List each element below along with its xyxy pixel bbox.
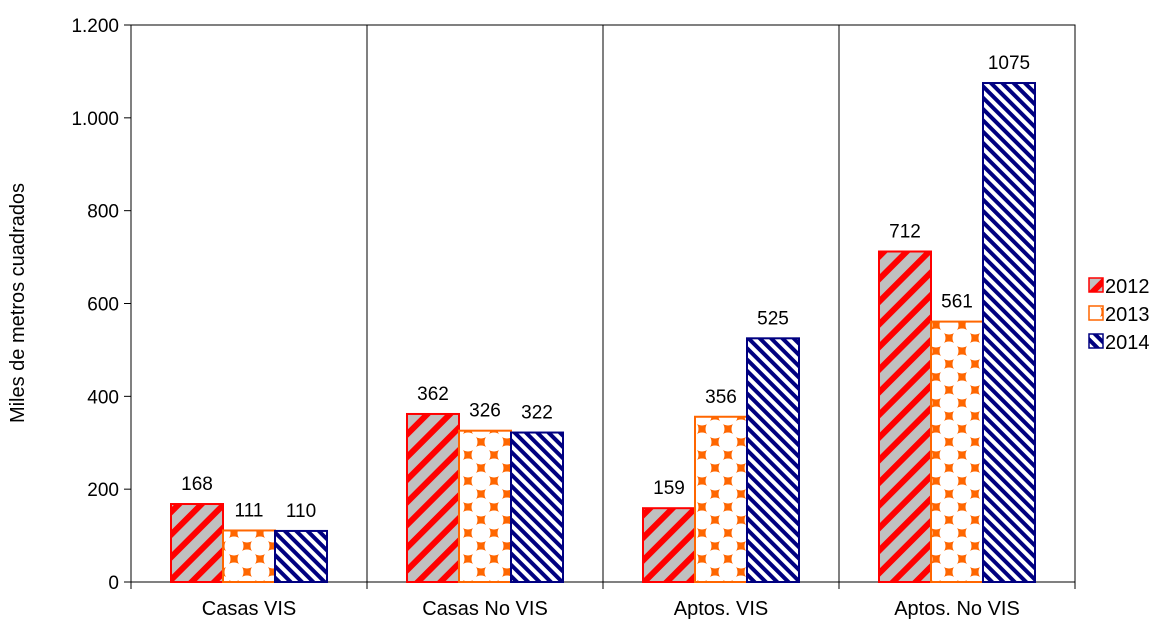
bar-2012 (642, 507, 696, 584)
x-axis: Casas VIS Casas No VIS Aptos. VIS Aptos. No… (130, 582, 1076, 620)
bar-2013 (458, 429, 512, 583)
data-label: 159 (653, 478, 685, 499)
y-tick-label: 0 (108, 573, 119, 594)
legend-swatch (1088, 277, 1104, 293)
legend: 2012 2013 2014 (1088, 276, 1150, 354)
y-tick-label: 800 (87, 202, 119, 223)
data-label: 1075 (988, 53, 1030, 74)
y-axis: 0 200 400 600 800 1.000 1.200 (71, 16, 131, 594)
legend-label: 2013 (1105, 304, 1150, 326)
data-label: 322 (521, 403, 553, 424)
y-axis-title: Miles de metros cuadrados (7, 183, 29, 423)
bar-2014 (510, 431, 564, 583)
data-label: 362 (417, 384, 449, 405)
category-label: Casas No VIS (422, 598, 548, 620)
category-label: Aptos. No VIS (894, 598, 1020, 620)
y-tick-label: 1.000 (71, 109, 119, 130)
bar-2014 (982, 82, 1036, 583)
bars (170, 82, 1036, 584)
legend-label: 2012 (1105, 276, 1150, 298)
data-label: 356 (705, 387, 737, 408)
y-tick-label: 1.200 (71, 16, 119, 37)
y-tick-label: 600 (87, 295, 119, 316)
legend-swatch (1088, 333, 1104, 349)
bar-2012 (406, 412, 460, 584)
data-labels: 168 111 110 362 326 322 159 356 525 712 561 1075 (181, 53, 1030, 522)
category-label: Casas VIS (202, 598, 296, 620)
data-label: 168 (181, 474, 213, 495)
bar-2013 (930, 320, 984, 583)
data-label: 110 (286, 501, 316, 522)
data-label: 326 (469, 401, 501, 422)
legend-label: 2014 (1105, 332, 1150, 354)
legend-swatch (1088, 305, 1104, 321)
bar-2014 (274, 529, 328, 583)
bar-2012 (170, 503, 224, 583)
y-tick-label: 400 (87, 387, 119, 408)
data-label: 111 (235, 500, 264, 521)
data-label: 525 (757, 308, 789, 329)
bar-2014 (746, 337, 800, 583)
data-label: 561 (941, 292, 973, 313)
y-tick-label: 200 (87, 480, 119, 501)
bar-2012 (878, 250, 932, 583)
data-label: 712 (889, 222, 921, 243)
category-label: Aptos. VIS (674, 598, 769, 620)
bar-2013 (222, 529, 276, 583)
bar-2013 (694, 415, 748, 583)
